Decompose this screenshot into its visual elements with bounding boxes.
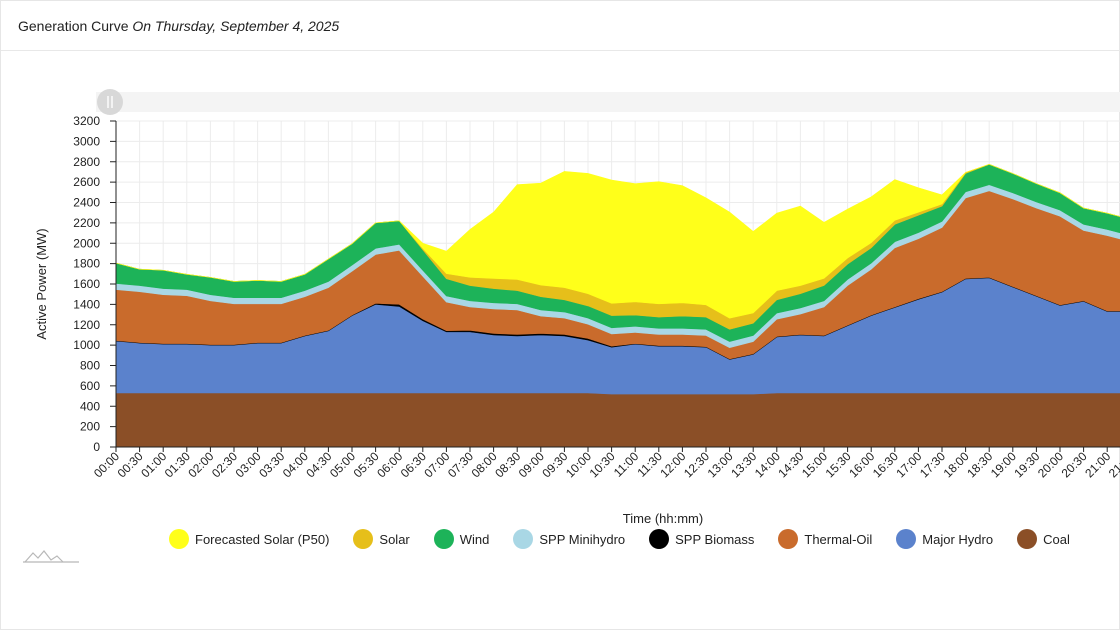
page-title: Generation Curve On Thursday, September … xyxy=(18,18,339,34)
legend-swatch-icon xyxy=(513,529,534,549)
x-tick-label: 09:00 xyxy=(516,449,547,480)
legend-swatch-icon xyxy=(353,529,374,549)
title-date: On Thursday, September 4, 2025 xyxy=(132,18,340,34)
legend-swatch-icon xyxy=(433,529,454,549)
legend-swatch-icon xyxy=(896,529,917,549)
legend-item-coal[interactable]: Coal xyxy=(1017,529,1070,549)
x-tick-label: 18:30 xyxy=(964,449,995,480)
y-tick-label: 400 xyxy=(80,399,100,413)
x-tick-label: 18:00 xyxy=(941,449,972,480)
chart-legend: Forecasted Solar (P50) Solar Wind SPP Minih… xyxy=(169,529,1094,549)
y-tick-label: 0 xyxy=(93,440,100,454)
y-tick-label: 1600 xyxy=(73,277,100,291)
legend-item-spp-biomass[interactable]: SPP Biomass xyxy=(649,529,754,549)
y-axis-title: Active Power (MW) xyxy=(34,228,49,339)
y-tick-label: 3200 xyxy=(73,114,100,128)
y-tick-label: 2000 xyxy=(73,236,100,250)
x-tick-label: 16:00 xyxy=(846,449,877,480)
y-tick-label: 2800 xyxy=(73,155,100,169)
x-tick-label: 17:30 xyxy=(917,449,948,480)
legend-label: Wind xyxy=(459,531,490,547)
x-tick-label: 07:00 xyxy=(421,449,452,480)
x-tick-label: 01:30 xyxy=(162,449,193,480)
x-tick-label: 03:30 xyxy=(256,449,287,480)
legend-label: Forecasted Solar (P50) xyxy=(195,531,330,547)
y-tick-label: 800 xyxy=(80,359,100,373)
legend-swatch-icon xyxy=(169,529,189,549)
y-tick-label: 1400 xyxy=(73,297,100,311)
x-tick-label: 07:30 xyxy=(445,449,476,480)
x-tick-label: 21:30 xyxy=(1106,449,1120,480)
x-tick-label: 01:00 xyxy=(138,449,169,480)
x-tick-label: 02:00 xyxy=(185,449,216,480)
legend-item-solar[interactable]: Solar xyxy=(353,529,410,549)
x-tick-label: 02:30 xyxy=(209,449,240,480)
legend-swatch-icon xyxy=(649,529,670,549)
x-axis-title: Time (hh:mm) xyxy=(623,511,703,526)
legend-item-major-hydro[interactable]: Major Hydro xyxy=(896,529,993,549)
legend-label: SPP Biomass xyxy=(675,531,755,547)
y-tick-label: 1800 xyxy=(73,257,100,271)
legend-item-forecasted-solar-p50[interactable]: Forecasted Solar (P50) xyxy=(169,529,329,549)
legend-label: Solar xyxy=(379,531,410,547)
x-tick-label: 05:00 xyxy=(327,449,358,480)
x-tick-label: 20:30 xyxy=(1059,449,1090,480)
area-coal[interactable] xyxy=(116,392,1120,447)
legend-swatch-icon xyxy=(778,529,799,549)
x-tick-label: 15:30 xyxy=(823,449,854,480)
x-tick-label: 09:30 xyxy=(539,449,570,480)
legend-swatch-icon xyxy=(1017,529,1038,549)
y-tick-label: 1000 xyxy=(73,338,100,352)
x-tick-label: 06:30 xyxy=(398,449,429,480)
x-tick-label: 14:00 xyxy=(752,449,783,480)
x-tick-label: 12:30 xyxy=(681,449,712,480)
legend-label: Thermal-Oil xyxy=(804,531,873,547)
y-tick-label: 2400 xyxy=(73,196,100,210)
x-tick-label: 16:30 xyxy=(870,449,901,480)
area-forecasted-solar-p50[interactable] xyxy=(116,163,1120,319)
x-tick-label: 11:30 xyxy=(634,449,665,480)
x-tick-label: 10:30 xyxy=(587,449,618,480)
y-tick-label: 3000 xyxy=(73,134,100,148)
legend-item-thermal-oil[interactable]: Thermal-Oil xyxy=(778,529,872,549)
x-tick-label: 10:00 xyxy=(563,449,594,480)
x-tick-label: 11:00 xyxy=(611,449,642,480)
x-tick-label: 04:00 xyxy=(280,449,311,480)
x-tick-label: 08:00 xyxy=(469,449,500,480)
x-tick-label: 13:00 xyxy=(705,449,736,480)
x-tick-label: 06:00 xyxy=(374,449,405,480)
x-tick-label: 12:00 xyxy=(657,449,688,480)
x-tick-label: 15:00 xyxy=(799,449,830,480)
zoom-scrollbar[interactable] xyxy=(96,92,1120,112)
x-tick-label: 04:30 xyxy=(303,449,334,480)
x-tick-label: 19:30 xyxy=(1011,449,1042,480)
area-stack xyxy=(116,163,1120,447)
x-tick-label: 17:00 xyxy=(893,449,924,480)
x-tick-label: 19:00 xyxy=(988,449,1019,480)
x-tick-label: 14:30 xyxy=(775,449,806,480)
x-tick-label: 03:00 xyxy=(233,449,264,480)
legend-label: Major Hydro xyxy=(922,531,994,547)
scroll-handle-icon[interactable] xyxy=(97,89,123,115)
x-tick-label: 00:30 xyxy=(115,449,146,480)
title-text: Generation Curve xyxy=(18,18,129,34)
y-tick-label: 200 xyxy=(80,420,100,434)
x-tick-label: 21:00 xyxy=(1082,449,1113,480)
legend-label: SPP Minihydro xyxy=(539,531,626,547)
legend-item-spp-minihydro[interactable]: SPP Minihydro xyxy=(513,529,625,549)
x-tick-label: 13:30 xyxy=(728,449,759,480)
legend-item-wind[interactable]: Wind xyxy=(433,529,490,549)
legend-label: Coal xyxy=(1043,531,1070,547)
x-tick-label: 08:30 xyxy=(492,449,523,480)
y-tick-label: 2600 xyxy=(73,175,100,189)
y-tick-label: 600 xyxy=(80,379,100,393)
mini-area-chart-icon[interactable] xyxy=(23,546,79,564)
x-tick-label: 20:00 xyxy=(1035,449,1066,480)
y-tick-label: 2200 xyxy=(73,216,100,230)
y-tick-label: 1200 xyxy=(73,318,100,332)
x-tick-label: 05:30 xyxy=(351,449,382,480)
card-header: Generation Curve On Thursday, September … xyxy=(1,1,1120,51)
